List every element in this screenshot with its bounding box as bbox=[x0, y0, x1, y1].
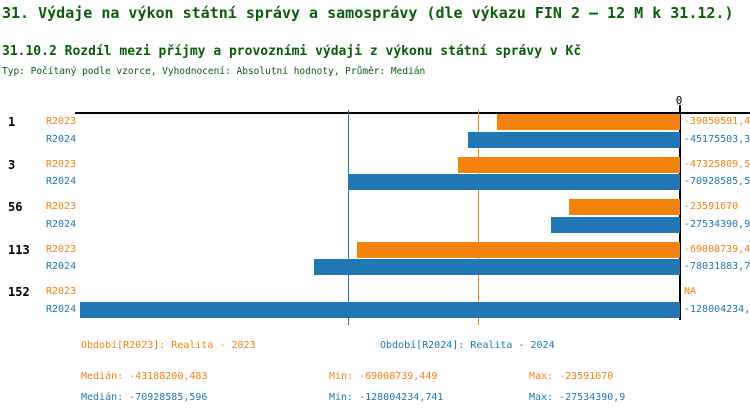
series-label: R2023 bbox=[46, 116, 77, 127]
legend-median-2023: Medián: -43188200,483 bbox=[81, 371, 208, 382]
value-label: NA bbox=[684, 286, 697, 297]
bar-r2024 bbox=[80, 301, 680, 318]
bar-r2024 bbox=[347, 174, 680, 190]
bar-r2024 bbox=[468, 131, 680, 148]
group-label: 113 bbox=[8, 242, 30, 257]
series-label: R2024 bbox=[46, 133, 77, 145]
bar-r2023 bbox=[458, 156, 680, 173]
series-label: R2023 bbox=[46, 243, 77, 255]
legend-period-2024: Období[R2024]: Realita - 2024 bbox=[380, 340, 555, 351]
bar-r2023 bbox=[496, 114, 680, 130]
value-label: -78031883,7 bbox=[684, 261, 750, 272]
series-label: R2023 bbox=[46, 286, 77, 297]
series-label: R2023 bbox=[46, 158, 77, 170]
legend-median-2024: Medián: -70928585,596 bbox=[81, 392, 208, 403]
series-label: R2023 bbox=[46, 201, 77, 212]
legend-min-2023: Min: -69008739,449 bbox=[329, 371, 438, 382]
series-label: R2024 bbox=[46, 176, 77, 187]
axis-top-line bbox=[75, 112, 750, 114]
value-label: -69008739,4 bbox=[684, 243, 750, 255]
median-line-r2023 bbox=[477, 110, 480, 325]
series-label: R2024 bbox=[46, 218, 77, 230]
value-label: -70928585,5 bbox=[684, 176, 750, 187]
group-label: 1 bbox=[8, 115, 16, 129]
value-label: -128004234, bbox=[684, 303, 750, 315]
value-label: -27534390,9 bbox=[684, 218, 750, 230]
group-label: 3 bbox=[8, 157, 16, 172]
axis-zero-line bbox=[679, 105, 681, 320]
report-title: 31. Výdaje na výkon státní správy a samo… bbox=[2, 4, 734, 22]
value-label: -47325809,5 bbox=[684, 158, 750, 170]
axis-zero-label: 0 bbox=[675, 94, 683, 107]
bar-chart: 0 1 R2023 -39050591,4 R2024 -45175503,3 3 R202… bbox=[0, 90, 750, 330]
value-label: -45175503,3 bbox=[684, 133, 750, 145]
series-label: R2024 bbox=[46, 303, 77, 315]
legend-max-2023: Max: -23591670 bbox=[529, 371, 614, 382]
group-label: 56 bbox=[8, 200, 23, 214]
legend-min-2024: Min: -128004234,741 bbox=[329, 392, 444, 403]
value-label: -23591670 bbox=[684, 201, 739, 212]
legend-max-2024: Max: -27534390,9 bbox=[529, 392, 626, 403]
value-label: -39050591,4 bbox=[684, 116, 750, 127]
median-line-r2024 bbox=[347, 110, 350, 325]
indicator-subtitle: 31.10.2 Rozdíl mezi příjmy a provozními … bbox=[2, 44, 582, 59]
indicator-meta: Typ: Počítaný podle vzorce, Vyhodnocení:… bbox=[2, 66, 426, 77]
bar-r2023 bbox=[569, 199, 680, 215]
bar-r2023 bbox=[356, 241, 680, 258]
legend-period-2023: Období[R2023]: Realita - 2023 bbox=[81, 340, 256, 351]
group-label: 152 bbox=[8, 285, 30, 299]
bar-r2024 bbox=[550, 216, 680, 233]
bar-r2024 bbox=[314, 259, 680, 275]
series-label: R2024 bbox=[46, 261, 77, 272]
